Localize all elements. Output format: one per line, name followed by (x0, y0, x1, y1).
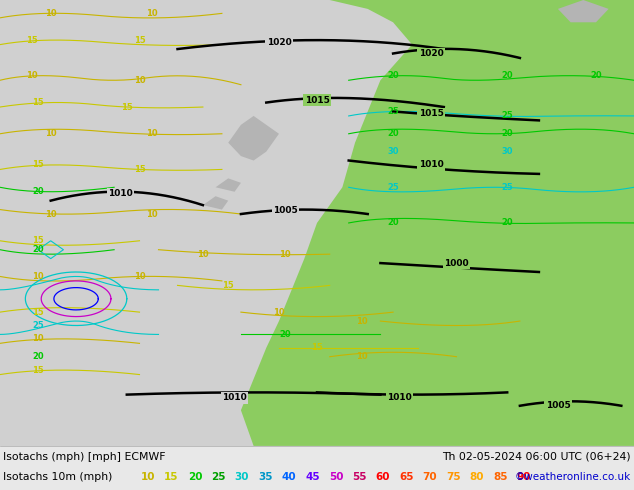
Text: 20: 20 (387, 129, 399, 138)
Text: 10: 10 (146, 129, 158, 138)
Text: 20: 20 (501, 219, 513, 227)
Text: 40: 40 (281, 472, 296, 482)
Text: 10: 10 (141, 472, 155, 482)
Text: 25: 25 (501, 183, 513, 192)
Text: 25: 25 (211, 472, 226, 482)
Text: 30: 30 (501, 147, 513, 156)
Text: 85: 85 (493, 472, 508, 482)
Text: 10: 10 (134, 76, 145, 85)
Text: 1000: 1000 (444, 259, 469, 268)
Text: 30: 30 (387, 147, 399, 156)
Text: 1010: 1010 (222, 393, 247, 402)
Text: 10: 10 (45, 210, 56, 219)
Text: 25: 25 (387, 183, 399, 192)
Text: 15: 15 (121, 102, 133, 112)
Text: 70: 70 (423, 472, 437, 482)
Text: 20: 20 (501, 72, 513, 80)
Text: 1020: 1020 (418, 49, 444, 58)
Text: 1010: 1010 (418, 161, 444, 170)
Text: Th 02-05-2024 06:00 UTC (06+24): Th 02-05-2024 06:00 UTC (06+24) (443, 452, 631, 462)
Text: 10: 10 (273, 308, 285, 317)
Text: 10: 10 (356, 317, 367, 325)
Text: 80: 80 (470, 472, 484, 482)
Text: 10: 10 (45, 9, 56, 18)
Text: 20: 20 (32, 245, 44, 254)
Text: 1015: 1015 (418, 109, 444, 118)
Text: 20: 20 (32, 352, 44, 361)
Text: 75: 75 (446, 472, 461, 482)
Text: 25: 25 (387, 107, 399, 116)
Text: 15: 15 (223, 281, 234, 290)
Text: 15: 15 (311, 343, 323, 352)
Text: 55: 55 (353, 472, 366, 482)
Text: 15: 15 (32, 308, 44, 317)
Text: 25: 25 (32, 321, 44, 330)
Text: 25: 25 (501, 111, 513, 121)
Text: 10: 10 (45, 129, 56, 138)
Text: 10: 10 (197, 250, 209, 259)
Text: 30: 30 (235, 472, 249, 482)
Text: 20: 20 (188, 472, 202, 482)
Text: 15: 15 (134, 165, 145, 174)
Text: 10: 10 (146, 210, 158, 219)
Text: 20: 20 (387, 72, 399, 80)
Text: 20: 20 (280, 330, 291, 339)
Text: 1005: 1005 (273, 206, 298, 216)
Text: 60: 60 (376, 472, 391, 482)
Text: 20: 20 (387, 219, 399, 227)
Text: 15: 15 (32, 161, 44, 170)
Text: 1010: 1010 (387, 393, 412, 402)
Text: 50: 50 (329, 472, 343, 482)
Text: Isotachs 10m (mph): Isotachs 10m (mph) (3, 472, 112, 482)
Text: 15: 15 (32, 366, 44, 374)
Text: 10: 10 (280, 250, 291, 259)
Text: 1020: 1020 (266, 38, 292, 47)
Text: 10: 10 (32, 272, 44, 281)
Text: 65: 65 (399, 472, 414, 482)
Text: 15: 15 (164, 472, 179, 482)
Text: 45: 45 (305, 472, 320, 482)
Text: 10: 10 (146, 9, 158, 18)
Text: 1005: 1005 (545, 401, 571, 410)
Text: 90: 90 (517, 472, 531, 482)
Text: 20: 20 (590, 72, 602, 80)
Text: 15: 15 (26, 36, 37, 45)
Text: 15: 15 (32, 236, 44, 245)
Text: 1010: 1010 (108, 190, 133, 198)
Text: 10: 10 (32, 334, 44, 343)
Text: 20: 20 (32, 187, 44, 196)
Text: Isotachs (mph) [mph] ECMWF: Isotachs (mph) [mph] ECMWF (3, 452, 165, 462)
Text: 35: 35 (258, 472, 273, 482)
Text: 10: 10 (134, 272, 145, 281)
Text: 15: 15 (134, 36, 145, 45)
Text: 1015: 1015 (304, 96, 330, 105)
Text: 20: 20 (501, 129, 513, 138)
Text: 10: 10 (26, 72, 37, 80)
Text: 10: 10 (356, 352, 367, 361)
Text: 15: 15 (32, 98, 44, 107)
Text: ©weatheronline.co.uk: ©weatheronline.co.uk (515, 472, 631, 482)
